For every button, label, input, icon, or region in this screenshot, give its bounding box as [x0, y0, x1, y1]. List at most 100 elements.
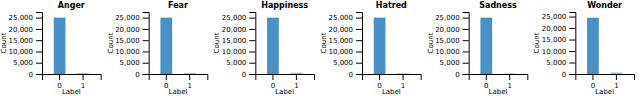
- y-tick-mark: [249, 63, 255, 64]
- y-tick-label: 20,000: [222, 26, 247, 34]
- y-tick-label: 20,000: [115, 26, 139, 34]
- y-tick: 0: [29, 71, 42, 79]
- y-tick-mark: [143, 29, 149, 30]
- plot-area: 05,00010,00015,00020,00025,00001FearLabe…: [107, 1, 208, 96]
- x-axis-line: [576, 75, 635, 81]
- bar: [611, 72, 623, 74]
- bar: [374, 18, 386, 74]
- y-tick: 15,000: [9, 37, 43, 45]
- y-tick-mark: [143, 63, 149, 64]
- y-tick-mark: [356, 40, 362, 41]
- bars: [374, 18, 409, 74]
- y-tick: 25,000: [9, 14, 43, 22]
- bar: [504, 73, 516, 74]
- y-tick-label: 5,000: [13, 59, 33, 67]
- y-tick: 10,000: [435, 48, 469, 56]
- y-tick-label: 5,000: [120, 59, 140, 67]
- y-tick-mark: [36, 29, 42, 30]
- y-tick-label: 10,000: [435, 48, 460, 56]
- y-tick: 20,000: [9, 26, 43, 34]
- bar: [54, 18, 66, 74]
- y-tick: 15,000: [542, 36, 576, 44]
- y-tick-mark: [569, 51, 575, 52]
- y-tick-mark: [356, 18, 362, 19]
- panel: 05,00010,00015,00020,00025,00001HatredLa…: [320, 1, 421, 96]
- x-tick: 1: [507, 74, 511, 90]
- y-tick: 10,000: [542, 48, 576, 56]
- bars: [480, 18, 515, 74]
- y-tick-label: 0: [349, 71, 353, 79]
- bar: [160, 18, 172, 74]
- y-axis-title: Count: [213, 32, 221, 53]
- title: Happiness: [261, 1, 308, 10]
- y-tick-label: 0: [455, 71, 459, 79]
- y-tick-mark: [36, 18, 42, 19]
- y-tick-label: 10,000: [542, 48, 567, 56]
- x-tick-mark: [83, 74, 84, 80]
- y-axis-line: [249, 13, 256, 75]
- y-tick-label: 25,000: [329, 14, 354, 22]
- y-tick-mark: [569, 28, 575, 29]
- y-tick-mark: [569, 40, 575, 41]
- x-tick-mark: [272, 74, 273, 80]
- y-tick-mark: [463, 18, 469, 19]
- y-axis-title: Count: [0, 32, 8, 53]
- bar: [587, 18, 599, 74]
- y-tick-label: 5,000: [546, 59, 566, 67]
- y-tick: 10,000: [329, 48, 363, 56]
- y-axis-title: Count: [427, 32, 435, 53]
- x-tick-label: 1: [401, 82, 405, 90]
- y-tick-label: 5,000: [440, 59, 460, 67]
- y-tick: 10,000: [222, 48, 256, 56]
- y-tick-label: 5,000: [226, 59, 246, 67]
- panel: 05,00010,00015,00020,00025,00001WonderLa…: [533, 1, 634, 96]
- x-tick-mark: [616, 74, 617, 80]
- y-tick: 5,000: [440, 59, 469, 67]
- y-tick: 0: [562, 71, 575, 79]
- y-tick: 25,000: [222, 14, 256, 22]
- x-axis-line: [256, 75, 315, 81]
- bar: [77, 73, 89, 74]
- x-tick: 1: [614, 74, 618, 90]
- y-tick-mark: [463, 51, 469, 52]
- bar: [480, 18, 492, 74]
- y-tick-mark: [143, 74, 149, 75]
- y-tick: 20,000: [329, 26, 363, 34]
- plot-area: 05,00010,00015,00020,00025,00001AngerLab…: [0, 1, 101, 96]
- x-tick: 1: [81, 74, 85, 90]
- y-tick-mark: [356, 29, 362, 30]
- y-tick-mark: [463, 63, 469, 64]
- x-axis-title: Label: [489, 88, 508, 96]
- y-tick: 15,000: [329, 37, 363, 45]
- bars: [267, 18, 302, 74]
- y-tick-mark: [143, 51, 149, 52]
- x-tick-mark: [59, 74, 60, 80]
- y-tick-mark: [143, 18, 149, 19]
- x-tick-mark: [486, 74, 487, 80]
- x-tick-mark: [296, 74, 297, 80]
- y-axis-line: [569, 13, 576, 75]
- y-tick-label: 10,000: [222, 48, 247, 56]
- y-tick: 0: [135, 71, 148, 79]
- y-axis-line: [143, 13, 150, 75]
- x-axis-line: [363, 75, 422, 81]
- y-axis: 0 5,000 10,000 15,000 20,000 25,000: [115, 13, 149, 79]
- y-tick: 5,000: [226, 59, 255, 67]
- y-tick-mark: [36, 63, 42, 64]
- y-tick-mark: [249, 51, 255, 52]
- x-axis-title: Label: [275, 88, 294, 96]
- x-tick-mark: [379, 74, 380, 80]
- y-tick: 15,000: [115, 37, 148, 45]
- y-tick: 5,000: [120, 59, 149, 67]
- y-tick: 10,000: [115, 48, 148, 56]
- y-tick: 20,000: [222, 26, 256, 34]
- x-axis-line: [149, 75, 208, 81]
- y-tick-label: 20,000: [329, 26, 354, 34]
- y-tick-label: 15,000: [9, 37, 34, 45]
- y-axis-title: Count: [533, 32, 541, 53]
- x-tick-mark: [509, 74, 510, 80]
- y-axis-line: [463, 13, 470, 75]
- y-axis: 05,00010,00015,00020,00025,000: [9, 13, 43, 79]
- y-tick: 25,000: [115, 14, 148, 22]
- y-tick-label: 20,000: [9, 26, 34, 34]
